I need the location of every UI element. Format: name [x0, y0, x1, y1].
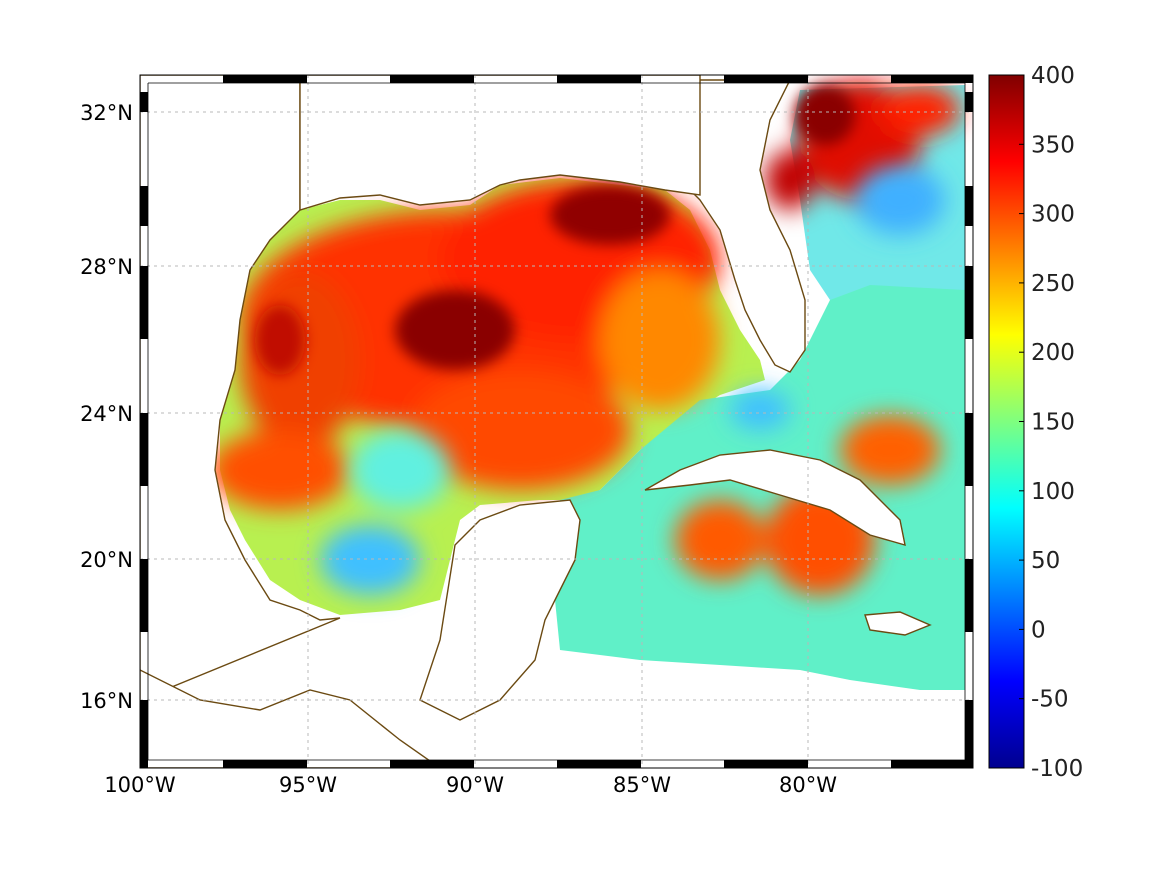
map-frame	[139, 74, 974, 769]
colorbar-tick-label: 400	[1031, 63, 1075, 89]
lat-label-20n: 20°N	[80, 548, 133, 572]
us-gulf-coast-land	[299, 75, 701, 211]
lat-label-28n: 28°N	[80, 255, 133, 279]
lat-label-16n: 16°N	[80, 689, 133, 713]
central-america-land	[140, 669, 442, 768]
sea-surface-field	[210, 80, 965, 690]
lon-label-95w: 95°W	[279, 773, 337, 797]
lat-label-24n: 24°N	[80, 402, 133, 426]
latitude-labels: 32°N 28°N 24°N 20°N 16°N	[80, 101, 133, 713]
cuba-land	[644, 449, 906, 546]
lon-label-85w: 85°W	[613, 773, 671, 797]
colorbar-tick-label: -100	[1031, 756, 1083, 782]
colorbar-tick-label: 250	[1031, 271, 1075, 297]
colorbar-ticks: 400 350 300 250 200 150 100 50 0 -50 -100	[1019, 63, 1083, 782]
colorbar-tick-label: 0	[1031, 617, 1046, 643]
lat-label-32n: 32°N	[80, 101, 133, 125]
colorbar-tick-label: 200	[1031, 340, 1075, 366]
colorbar-tick-label: 50	[1031, 548, 1060, 574]
jamaica-land	[864, 611, 932, 636]
lon-label-100w: 100°W	[104, 773, 176, 797]
colorbar-tick-label: 100	[1031, 479, 1075, 505]
colorbar: 400 350 300 250 200 150 100 50 0 -50 -100	[988, 63, 1083, 782]
yucatan-land	[419, 499, 581, 721]
land-masses	[140, 75, 932, 768]
lon-label-90w: 90°W	[446, 773, 504, 797]
colorbar-tick-label: 350	[1031, 132, 1075, 158]
map-gridlines	[140, 75, 973, 768]
lon-label-80w: 80°W	[779, 773, 837, 797]
colorbar-tick-label: 300	[1031, 202, 1075, 228]
colorbar-tick-label: -50	[1031, 687, 1069, 713]
colorbar-tick-label: 150	[1031, 410, 1075, 436]
mexico-land	[140, 75, 341, 701]
longitude-labels: 100°W 95°W 90°W 85°W 80°W	[104, 773, 837, 797]
colorbar-gradient	[988, 74, 1025, 769]
